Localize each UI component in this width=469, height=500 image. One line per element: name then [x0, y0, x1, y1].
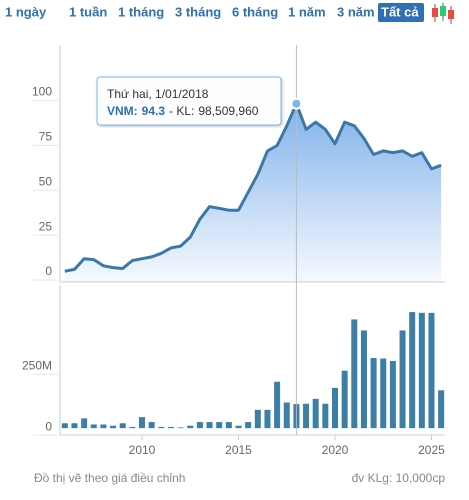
volume-bar — [438, 390, 445, 429]
volume-bar — [100, 424, 107, 429]
volume-bar — [274, 381, 281, 429]
volume-bar — [332, 387, 338, 429]
x-tick-label: 2010 — [129, 443, 156, 457]
footer-unit: đv KLg: 10,000cp — [352, 471, 446, 485]
range-button[interactable]: Tất cả — [381, 4, 419, 19]
icon-candle — [432, 8, 438, 17]
icon-candle — [448, 10, 454, 19]
volume-bar — [139, 417, 146, 429]
volume-bar — [303, 403, 310, 429]
tooltip-volume-label: - KL: — [169, 104, 194, 118]
x-tick-label: 2015 — [225, 443, 252, 457]
volume-bar — [187, 425, 194, 429]
range-button[interactable]: 1 ngày — [5, 4, 47, 19]
x-tick-label: 2020 — [322, 443, 349, 457]
volume-bar — [370, 358, 377, 429]
volume-bar — [216, 422, 223, 429]
range-button[interactable]: 3 tháng — [175, 4, 221, 19]
tooltip-price: 94.3 — [142, 104, 166, 118]
volume-bar — [235, 425, 242, 429]
range-button[interactable]: 1 năm — [288, 4, 326, 19]
price-line — [64, 102, 442, 273]
tooltip-box — [96, 76, 282, 126]
tooltip-date: Thứ hai, 1/01/2018 — [107, 87, 209, 101]
volume-bar — [283, 402, 290, 429]
y-tick-label: 100 — [32, 85, 52, 99]
candlestick-icon[interactable] — [432, 3, 454, 24]
active-button-bg — [378, 3, 424, 22]
volume-bar — [341, 370, 348, 429]
volume-bar — [389, 360, 396, 429]
volume-bar — [90, 424, 97, 429]
tooltip-symbol: VNM: — [107, 104, 138, 118]
plots: 0 25 50 75 100 0 250M 2010 2015 2020 2025 — [22, 45, 445, 457]
volume-bar — [119, 423, 126, 429]
volume-bar — [196, 422, 203, 429]
volume-bar — [129, 426, 136, 429]
volume-bar — [71, 423, 78, 429]
tooltip-volume: 98,509,960 — [198, 104, 258, 118]
y-tick-label: 0 — [45, 419, 52, 433]
volume-bar — [254, 409, 261, 429]
volume-bar — [322, 403, 329, 429]
y-tick-label: 75 — [39, 130, 53, 144]
y-tick-label: 250M — [22, 358, 52, 372]
volume-bar — [245, 422, 252, 429]
volume-bar — [399, 330, 406, 429]
volume-bar — [81, 418, 88, 429]
volume-bar — [351, 319, 358, 429]
volume-bar — [167, 426, 174, 429]
range-buttons: 1 ngày 1 tuần 1 tháng 3 tháng 6 tháng 1 năm 3 … — [5, 3, 424, 22]
footer-note: Đồ thị vẽ theo giá điều chỉnh — [34, 471, 185, 485]
volume-bar — [409, 312, 416, 429]
volume-bar — [158, 426, 165, 429]
volume-bar — [110, 425, 117, 429]
volume-bar — [418, 312, 425, 429]
volume-bar — [225, 422, 232, 429]
range-button[interactable]: 1 tuần — [69, 4, 107, 19]
range-button[interactable]: 6 tháng — [232, 4, 278, 19]
tooltip: Thứ hai, 1/01/2018 VNM: 94.3- KL: 98,509,96… — [96, 76, 282, 126]
range-button[interactable]: 1 tháng — [118, 4, 164, 19]
volume-bar — [148, 422, 155, 429]
volume-bar — [206, 422, 213, 429]
volume-bar — [61, 423, 68, 429]
x-tick-label: 2025 — [418, 443, 445, 457]
volume-bar — [177, 427, 184, 429]
hover-point — [290, 97, 303, 110]
area-fill — [64, 103, 442, 282]
volume-bar — [380, 358, 387, 429]
tooltip-values: VNM: 94.3- KL: 98,509,960 — [107, 104, 259, 118]
volume-bar — [360, 330, 367, 429]
y-tick-label: 50 — [39, 174, 53, 188]
volume-bar — [428, 312, 435, 429]
volume-bar — [312, 398, 319, 429]
volume-bar — [264, 409, 271, 429]
y-tick-label: 0 — [45, 264, 52, 278]
icon-candle — [440, 6, 446, 16]
range-button[interactable]: 3 năm — [337, 4, 375, 19]
y-tick-label: 25 — [39, 219, 53, 233]
